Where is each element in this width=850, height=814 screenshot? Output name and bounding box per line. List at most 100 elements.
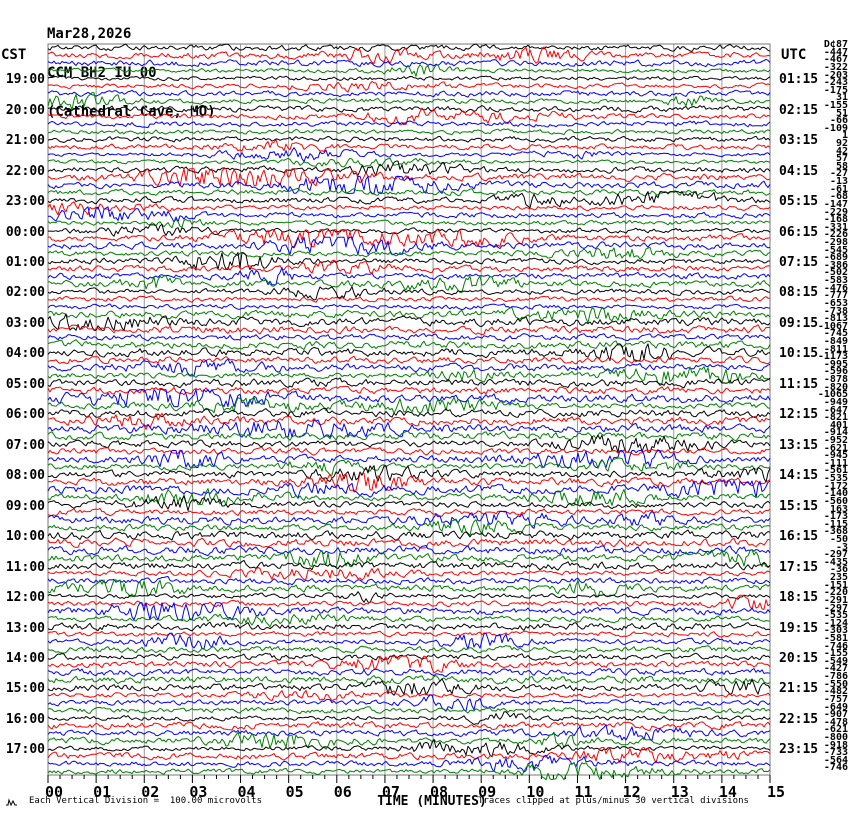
row-end-value: -914 xyxy=(823,427,848,439)
trace-row xyxy=(47,201,771,216)
row-end-value: -811 xyxy=(823,343,848,355)
trace-row xyxy=(47,107,771,126)
utc-hour-label: 18:15 xyxy=(779,590,819,606)
trace-row xyxy=(47,675,771,685)
trace-row xyxy=(47,655,771,674)
trace-row xyxy=(47,412,771,430)
utc-hour-label: 15:15 xyxy=(779,498,819,514)
row-end-value: -66 xyxy=(829,115,848,127)
trace-row xyxy=(47,645,771,654)
trace-row xyxy=(47,457,771,476)
row-end-value: -907 xyxy=(823,709,848,721)
trace-row xyxy=(47,711,771,725)
cst-hour-label: 08:00 xyxy=(5,468,45,484)
row-end-value: -786 xyxy=(823,671,848,682)
cst-hour-label: 09:00 xyxy=(5,498,45,514)
trace-row xyxy=(47,694,771,712)
cst-hour-label: 15:00 xyxy=(5,681,45,697)
trace-row xyxy=(47,549,770,567)
utc-hour-label: 03:15 xyxy=(779,133,819,149)
row-end-value: -111 xyxy=(823,457,848,469)
row-end-value: 57 xyxy=(835,153,848,165)
row-end-value: -155 xyxy=(823,99,848,111)
utc-hour-label: 17:15 xyxy=(779,559,819,575)
minute-label: 09 xyxy=(478,783,497,801)
trace-row xyxy=(47,747,771,764)
row-end-value: -50 xyxy=(829,533,848,545)
trace-row xyxy=(47,104,771,114)
trace-row xyxy=(47,678,771,696)
trace-row xyxy=(47,529,771,541)
row-end-value: -564 xyxy=(823,754,848,766)
trace-row xyxy=(47,762,771,781)
row-end-value: -746 xyxy=(823,762,848,774)
trace-row xyxy=(47,80,771,93)
row-end-value: -291 xyxy=(823,594,848,606)
trace-row xyxy=(47,385,771,396)
row-end-value: -821 xyxy=(823,412,848,424)
cst-hour-label: 00:00 xyxy=(5,224,45,240)
trace-row xyxy=(47,303,771,311)
minute-label: 01 xyxy=(93,783,112,801)
row-end-value: -949 xyxy=(823,396,848,408)
trace-row xyxy=(47,518,771,536)
row-end-value: 235 xyxy=(829,572,848,583)
row-end-value: -140 xyxy=(823,488,848,500)
row-end-value: -482 xyxy=(823,686,848,698)
trace-row xyxy=(47,667,771,678)
row-end-value: -689 xyxy=(823,252,848,264)
trace-row xyxy=(47,594,771,610)
cst-hour-label: 05:00 xyxy=(5,376,45,392)
trace-row xyxy=(47,64,771,77)
trace-row xyxy=(47,295,771,303)
trace-row xyxy=(47,576,771,586)
trace-row xyxy=(47,630,771,638)
row-end-value: -649 xyxy=(823,701,848,713)
trace-row xyxy=(47,229,771,248)
trace-row xyxy=(47,430,771,442)
row-end-value: -550 xyxy=(823,678,848,690)
trace-row xyxy=(47,147,771,163)
trace-row xyxy=(47,135,771,143)
trace-row xyxy=(47,259,771,274)
row-end-value: -303 xyxy=(823,625,848,637)
row-end-value: -203 xyxy=(823,69,848,81)
trace-row xyxy=(47,286,771,301)
row-end-value: -297 xyxy=(823,549,848,561)
row-end-value: -621 xyxy=(823,442,848,454)
row-end-value: -1173 xyxy=(817,351,848,363)
row-end-value: 31 xyxy=(835,92,848,104)
utc-hour-label: 21:15 xyxy=(779,681,819,697)
utc-hour-label: 01:15 xyxy=(779,72,819,88)
row-end-value: -147 xyxy=(823,198,848,210)
trace-row xyxy=(47,333,771,342)
row-end-value: -746 xyxy=(823,640,848,652)
cst-hour-label: 22:00 xyxy=(5,163,45,179)
utc-hour-label: 20:15 xyxy=(779,650,819,666)
row-end-value: -61 xyxy=(829,183,848,195)
minute-label: 05 xyxy=(285,783,304,801)
trace-row xyxy=(47,267,771,286)
row-end-value: -226 xyxy=(823,229,848,241)
row-end-value: -596 xyxy=(823,366,848,378)
minute-label: 11 xyxy=(574,783,593,801)
row-end-value: -173 xyxy=(823,511,848,523)
row-end-value: -1065 xyxy=(817,389,848,401)
right-timezone-label: UTC xyxy=(781,47,807,63)
cst-hour-label: 04:00 xyxy=(5,346,45,362)
cst-hour-label: 12:00 xyxy=(5,590,45,606)
minute-label: 14 xyxy=(718,783,737,801)
utc-hour-label: 04:15 xyxy=(779,163,819,179)
trace-row xyxy=(47,43,771,52)
x-axis-title: TIME (MINUTES) xyxy=(377,794,487,809)
trace-row xyxy=(47,689,771,702)
trace-row xyxy=(47,545,771,557)
row-end-value: -647 xyxy=(823,404,848,416)
trace-row xyxy=(47,191,771,209)
utc-hour-label: 11:15 xyxy=(779,376,819,392)
row-end-value: -298 xyxy=(823,237,848,248)
row-end-value: -175 xyxy=(823,84,848,96)
cst-hour-label: 23:00 xyxy=(5,194,45,210)
cst-hour-label: 01:00 xyxy=(5,255,45,271)
